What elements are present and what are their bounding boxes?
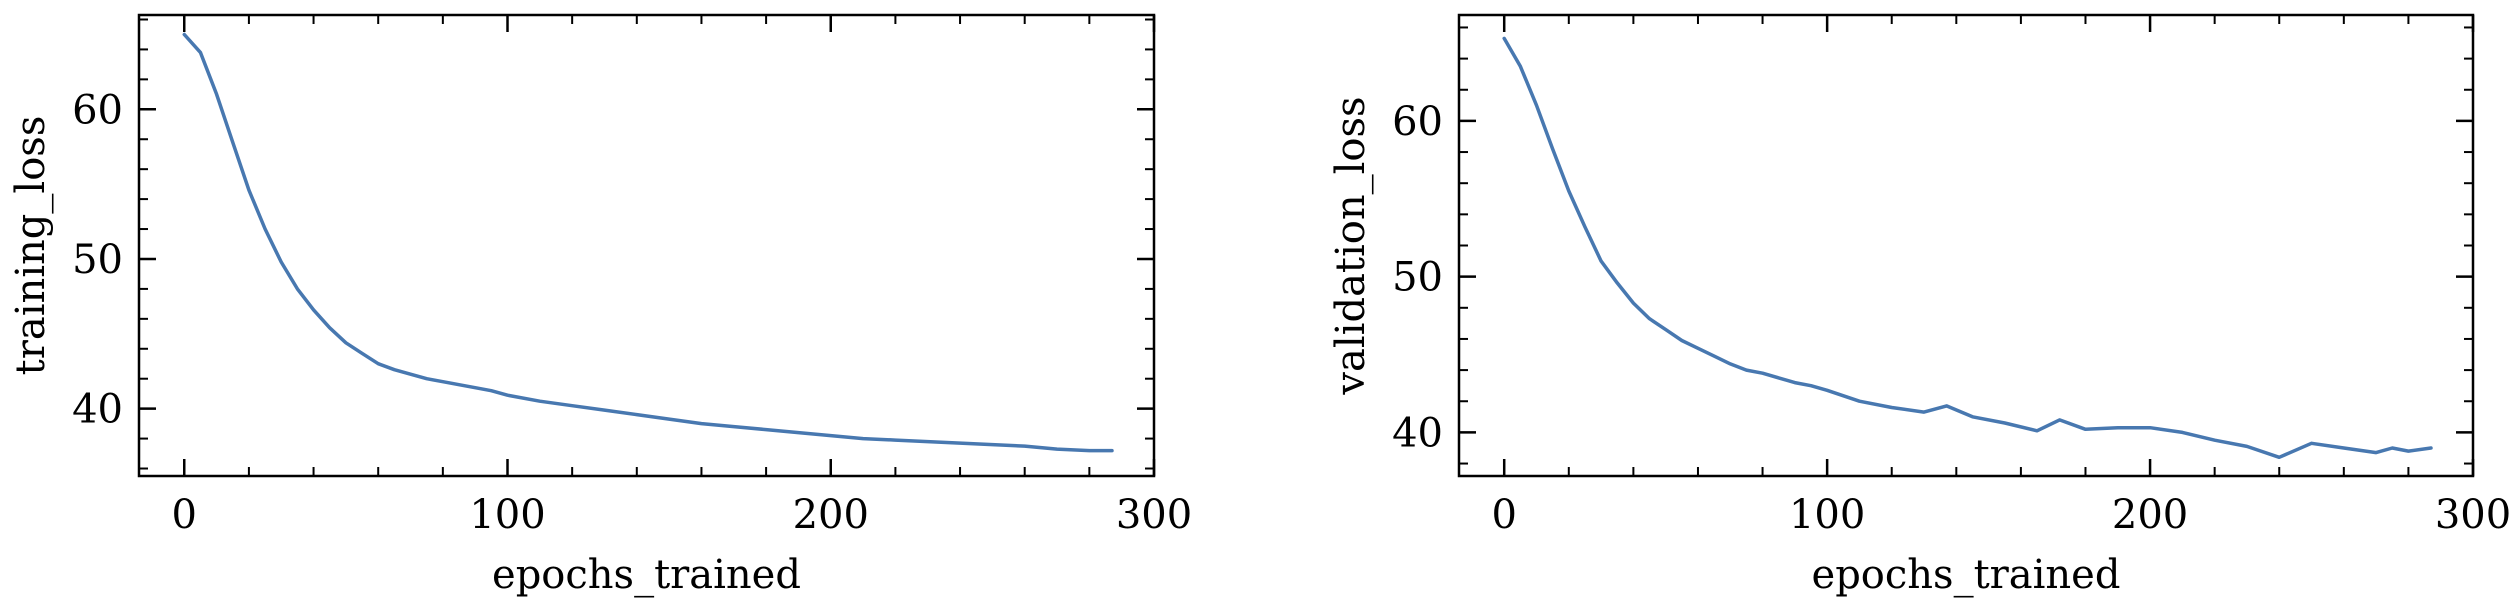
x-axis-label: epochs_trained xyxy=(492,552,801,598)
x-tick-label: 0 xyxy=(1491,492,1516,538)
y-axis-label: training_loss xyxy=(8,116,54,376)
x-tick-label: 100 xyxy=(469,492,545,538)
plot-frame xyxy=(1457,13,2475,478)
y-tick-label: 40 xyxy=(72,387,123,433)
y-tick-label: 50 xyxy=(1392,255,1443,301)
chart-panel-training: 0 100 200 300 40 50 60 epochs_trained training_l… xyxy=(8,13,1192,598)
series-line-validation xyxy=(1502,36,2433,460)
y-tick-label: 40 xyxy=(1392,410,1443,456)
chart-panel-validation: 0 100 200 300 40 50 60 epochs_trained validation… xyxy=(1328,13,2511,598)
x-tick-label: 300 xyxy=(1116,492,1192,538)
x-tick-label: 200 xyxy=(2112,492,2188,538)
plot-frame xyxy=(137,13,1156,478)
series-line-training xyxy=(182,32,1114,453)
x-tick-label: 200 xyxy=(793,492,869,538)
y-axis-label: validation_loss xyxy=(1328,96,1374,395)
x-tick-label: 0 xyxy=(172,492,197,538)
x-axis-label: epochs_trained xyxy=(1812,552,2121,598)
x-tick-label: 300 xyxy=(2435,492,2511,538)
x-tick-label: 100 xyxy=(1789,492,1865,538)
y-tick-label: 60 xyxy=(72,87,123,133)
y-tick-label: 60 xyxy=(1392,99,1443,145)
y-tick-label: 50 xyxy=(72,237,123,283)
